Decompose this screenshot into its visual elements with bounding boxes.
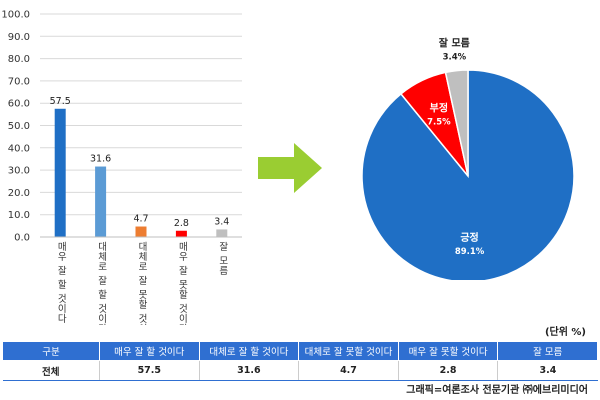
x-tick-label-char: 못 — [179, 280, 188, 291]
x-tick-label-char: 체 — [98, 252, 107, 263]
bar-chart: 0.0 10.0 20.0 30.0 40.0 50.0 60.0 70.0 80.0 90.0 1… — [1, 10, 242, 325]
x-tick-label-char: 우 — [179, 252, 188, 263]
pie-value-label: 3.4% — [443, 53, 467, 63]
y-tick-label: 60.0 — [8, 99, 30, 110]
x-tick-label-char: 이 — [139, 324, 148, 325]
unit-note: (단위 %) — [544, 327, 586, 338]
table-header-cell: 대체로 잘 할 것이다 — [198, 341, 300, 361]
pie-value-label: 89.1% — [455, 247, 485, 257]
x-tick-label-char: 잘 — [139, 275, 148, 287]
x-tick-label-char: 것 — [139, 314, 148, 325]
pie-slice — [444, 69, 469, 177]
x-tick-label-char: 우 — [58, 252, 67, 263]
summary-table: 구분 매우 잘 할 것이다 대체로 잘 할 것이다 대체로 잘 못할 것이다 매… — [2, 341, 598, 381]
x-tick-label-char: 로 — [98, 262, 107, 273]
graphic-credit: 그래픽=여론조사 전문기관 ㈜에브리미디어 — [406, 385, 588, 396]
table-cell: 31.6 — [198, 360, 299, 381]
x-tick-label-char: 로 — [139, 262, 148, 273]
table-cell: 4.7 — [298, 360, 399, 381]
table-header-cell: 매우 잘 할 것이다 — [99, 341, 200, 361]
right-arrow-icon — [258, 143, 322, 193]
y-tick-label: 90.0 — [8, 32, 30, 43]
table-header-cell: 잘 모름 — [497, 341, 598, 361]
table-header-cell: 매우 잘 못할 것이다 — [397, 341, 499, 361]
y-tick-label: 100.0 — [1, 10, 30, 21]
bar-value-label: 3.4 — [214, 216, 229, 227]
pie-value-label: 7.5% — [427, 117, 451, 127]
bar — [175, 230, 187, 237]
x-tick-label-char: 이 — [58, 304, 67, 315]
table-cell: 2.8 — [397, 360, 498, 381]
table-header-cell: 대체로 잘 못할 것이다 — [298, 341, 399, 361]
bar — [135, 226, 147, 237]
x-tick-label-char: 할 — [98, 290, 107, 301]
x-tick-label-char: 대 — [139, 242, 148, 253]
bar-value-label: 2.8 — [174, 218, 189, 229]
pie-slice-label: 긍정 — [460, 231, 478, 244]
bar — [95, 166, 107, 237]
table-row: 전체 57.5 31.6 4.7 2.8 3.4 — [2, 360, 598, 381]
x-tick-label-char: 할 — [179, 290, 188, 301]
table-cell: 전체 — [2, 360, 100, 381]
x-tick-label-char: 체 — [139, 252, 148, 263]
bar-value-label: 57.5 — [50, 96, 71, 107]
bar-value-label: 4.7 — [133, 214, 148, 225]
y-tick-label: 50.0 — [8, 121, 30, 132]
y-tick-label: 80.0 — [8, 54, 30, 65]
x-tick-label-char: 할 — [58, 280, 67, 291]
x-tick-label-char: 것 — [179, 304, 188, 315]
x-tick-label-char: 이 — [179, 314, 188, 325]
y-tick-label: 0.0 — [14, 233, 30, 244]
x-tick-label-char: 름 — [219, 266, 228, 277]
table-header-row: 구분 매우 잘 할 것이다 대체로 잘 할 것이다 대체로 잘 못할 것이다 매… — [2, 341, 598, 361]
x-tick-label-char: 잘 — [219, 241, 228, 253]
x-tick-label-char: 다 — [58, 314, 67, 325]
pie-chart: 긍정 89.1% 부정 7.5% 잘 모름 3.4% — [361, 38, 575, 280]
bar — [54, 108, 66, 238]
x-tick-label-char: 매 — [58, 242, 67, 253]
y-tick-label: 70.0 — [8, 76, 30, 87]
x-tick-label-char: 잘 — [98, 275, 107, 287]
x-tick-label-char: 것 — [58, 294, 67, 305]
bar — [216, 229, 228, 237]
y-tick-label: 30.0 — [8, 166, 30, 177]
x-tick-label-char: 잘 — [179, 265, 188, 277]
y-tick-label: 40.0 — [8, 143, 30, 154]
bar-value-label: 31.6 — [90, 154, 111, 165]
pie-slice — [361, 69, 575, 280]
pie-slice-label: 부정 — [430, 101, 448, 114]
y-tick-label: 10.0 — [8, 210, 30, 221]
pie-slice-label: 잘 모름 — [439, 38, 470, 50]
x-tick-label-char: 이 — [98, 314, 107, 325]
table-header-cell: 구분 — [2, 341, 100, 361]
x-tick-label-char: 것 — [98, 304, 107, 315]
x-tick-label-char: 모 — [219, 256, 228, 267]
y-tick-label: 20.0 — [8, 188, 30, 199]
table-cell: 3.4 — [497, 360, 598, 381]
x-tick-label-char: 매 — [179, 242, 188, 253]
x-tick-label-char: 할 — [139, 300, 148, 311]
x-tick-label-char: 다 — [179, 324, 188, 325]
x-tick-label-char: 대 — [98, 242, 107, 253]
x-tick-label-char: 다 — [98, 324, 107, 325]
table-cell: 57.5 — [99, 360, 200, 381]
x-tick-label-char: 못 — [139, 290, 148, 301]
x-tick-label-char: 잘 — [58, 265, 67, 277]
